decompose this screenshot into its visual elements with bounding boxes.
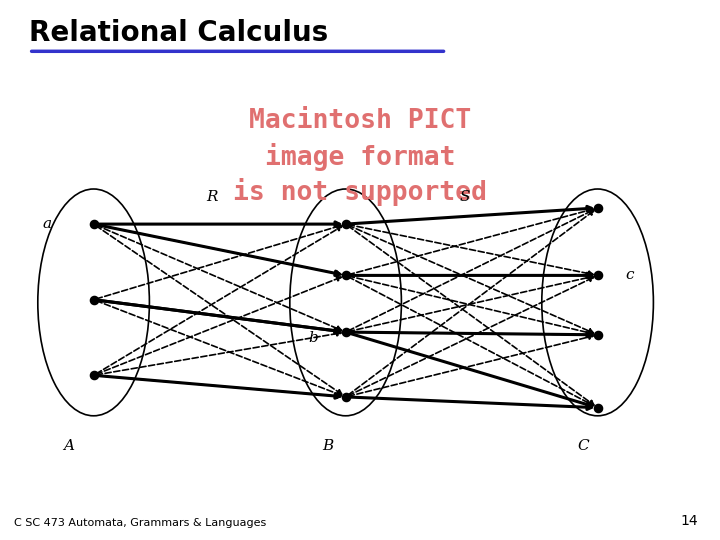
Point	[88, 295, 99, 304]
FancyArrowPatch shape	[348, 335, 593, 396]
Point	[340, 328, 351, 336]
Point	[340, 220, 351, 228]
FancyArrowPatch shape	[348, 273, 591, 278]
Point	[592, 204, 603, 212]
FancyArrowPatch shape	[96, 226, 341, 374]
FancyArrowPatch shape	[348, 226, 594, 405]
Text: 14: 14	[681, 514, 698, 528]
FancyArrowPatch shape	[348, 208, 593, 275]
FancyArrowPatch shape	[348, 225, 593, 276]
Text: is not supported: is not supported	[233, 178, 487, 206]
Text: C SC 473 Automata, Grammars & Languages: C SC 473 Automata, Grammars & Languages	[14, 518, 266, 528]
FancyArrowPatch shape	[96, 276, 341, 374]
Point	[592, 330, 603, 339]
Text: b: b	[308, 330, 318, 345]
FancyArrowPatch shape	[348, 333, 592, 407]
FancyArrowPatch shape	[96, 225, 341, 276]
Point	[88, 220, 99, 228]
FancyArrowPatch shape	[96, 301, 341, 396]
Text: S: S	[459, 190, 469, 204]
FancyArrowPatch shape	[348, 206, 591, 224]
FancyArrowPatch shape	[348, 276, 593, 335]
FancyArrowPatch shape	[348, 278, 593, 396]
FancyArrowPatch shape	[348, 276, 593, 406]
Point	[88, 371, 99, 380]
Point	[340, 393, 351, 401]
FancyArrowPatch shape	[348, 332, 591, 337]
FancyArrowPatch shape	[348, 332, 593, 337]
Point	[592, 271, 603, 280]
Text: c: c	[626, 268, 634, 282]
FancyArrowPatch shape	[348, 397, 591, 409]
FancyArrowPatch shape	[96, 300, 341, 333]
FancyArrowPatch shape	[348, 211, 594, 395]
FancyArrowPatch shape	[96, 225, 341, 330]
FancyArrowPatch shape	[96, 375, 339, 398]
Point	[592, 403, 603, 412]
Point	[340, 271, 351, 280]
FancyArrowPatch shape	[96, 226, 342, 394]
FancyArrowPatch shape	[348, 210, 593, 331]
Text: Relational Calculus: Relational Calculus	[29, 19, 328, 47]
FancyArrowPatch shape	[96, 222, 339, 226]
Text: Macintosh PICT: Macintosh PICT	[249, 108, 471, 134]
FancyArrowPatch shape	[348, 275, 593, 332]
FancyArrowPatch shape	[96, 300, 339, 333]
Text: C: C	[577, 438, 589, 453]
Text: R: R	[207, 190, 218, 204]
FancyArrowPatch shape	[96, 300, 339, 333]
FancyArrowPatch shape	[348, 225, 593, 333]
Text: image format: image format	[265, 143, 455, 171]
FancyArrowPatch shape	[96, 225, 340, 275]
Text: a: a	[42, 217, 51, 231]
FancyArrowPatch shape	[96, 332, 341, 375]
FancyArrowPatch shape	[96, 225, 341, 299]
Text: A: A	[63, 438, 74, 453]
Text: B: B	[322, 438, 333, 453]
FancyArrowPatch shape	[96, 375, 341, 399]
